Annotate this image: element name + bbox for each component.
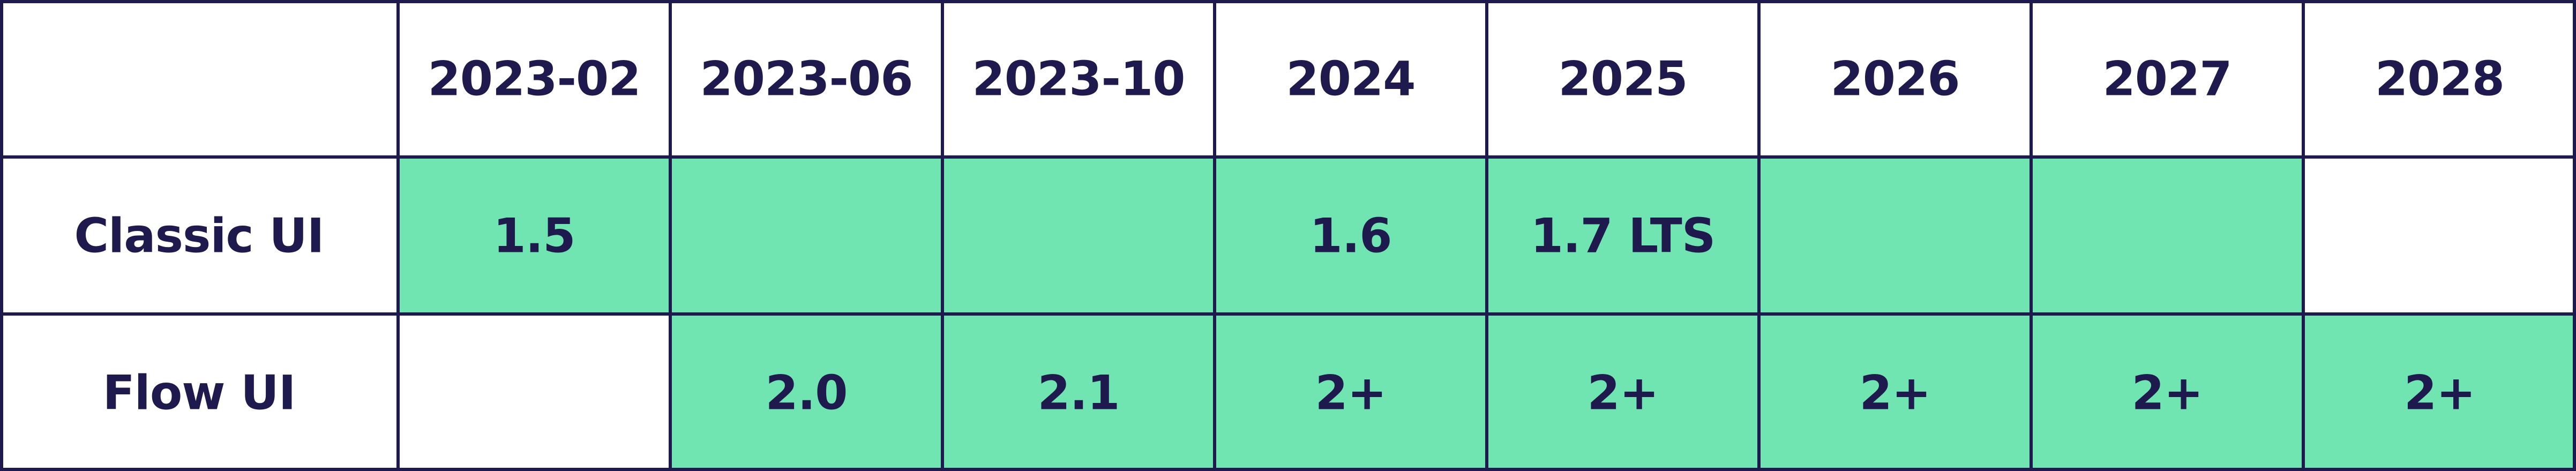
- header-cell-2027: [2031, 0, 2303, 157]
- row-label-cell: [0, 157, 398, 314]
- supported-cell: [398, 157, 670, 314]
- version-label: 1.5: [493, 208, 575, 264]
- row-label: Classic UI: [74, 208, 324, 264]
- supported-cell: [2031, 314, 2303, 471]
- header-cell-2023-10: [942, 0, 1215, 157]
- supported-cell: [1215, 314, 1487, 471]
- header-cell-2023-06: [670, 0, 942, 157]
- version-label: 2+: [1860, 365, 1931, 421]
- version-label: 1.7 LTS: [1531, 208, 1715, 264]
- version-label: 1.6: [1310, 208, 1392, 264]
- column-header: 2023-02: [428, 51, 641, 107]
- supported-cell: [1215, 157, 1487, 314]
- version-label: 2+: [1587, 365, 1659, 421]
- column-header: 2024: [1286, 51, 1416, 107]
- supported-cell: [670, 157, 942, 314]
- version-label: 2.0: [766, 365, 848, 421]
- supported-cell: [1759, 314, 2031, 471]
- row-label-cell: [0, 314, 398, 471]
- supported-cell: [1759, 157, 2031, 314]
- row-label: Flow UI: [103, 365, 296, 421]
- header-cell-2026: [1759, 0, 2031, 157]
- column-header: 2026: [1831, 51, 1960, 107]
- supported-cell: [942, 157, 1215, 314]
- unsupported-cell: [398, 314, 670, 471]
- header-cell-2025: [1487, 0, 1759, 157]
- supported-cell: [2303, 314, 2576, 471]
- version-label: 2+: [1315, 365, 1387, 421]
- version-label: 2+: [2132, 365, 2203, 421]
- column-header: 2028: [2375, 51, 2504, 107]
- version-label: 2.1: [1038, 365, 1120, 421]
- unsupported-cell: [2303, 157, 2576, 314]
- supported-cell: [942, 314, 1215, 471]
- column-header: 2023-10: [972, 51, 1185, 107]
- header-cell-2023-02: [398, 0, 670, 157]
- column-header: 2025: [1559, 51, 1688, 107]
- header-cell-2024: [1215, 0, 1487, 157]
- supported-cell: [1487, 314, 1759, 471]
- header-cell-2028: [2303, 0, 2576, 157]
- header-corner-cell: [0, 0, 398, 157]
- supported-cell: [2031, 157, 2303, 314]
- supported-cell: [670, 314, 942, 471]
- supported-cell: [1487, 157, 1759, 314]
- column-header: 2023-06: [700, 51, 913, 107]
- version-label: 2+: [2404, 365, 2475, 421]
- column-header: 2027: [2103, 51, 2232, 107]
